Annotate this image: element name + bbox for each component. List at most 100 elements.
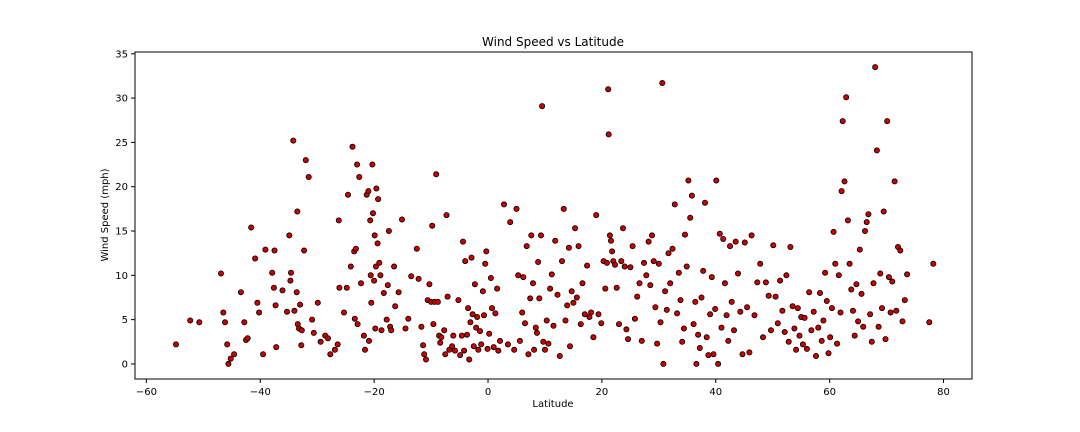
data-point bbox=[801, 314, 808, 321]
data-point bbox=[853, 281, 860, 288]
data-point bbox=[421, 351, 428, 358]
data-point bbox=[593, 212, 600, 219]
data-point bbox=[808, 327, 815, 334]
data-point bbox=[351, 315, 358, 322]
y-tick-label: 0 bbox=[122, 359, 128, 370]
data-point bbox=[698, 294, 705, 301]
data-point bbox=[649, 232, 656, 239]
data-point bbox=[196, 319, 203, 326]
data-point bbox=[336, 284, 343, 291]
x-tick-label: 20 bbox=[596, 387, 609, 398]
data-point bbox=[899, 318, 906, 325]
data-point bbox=[638, 337, 645, 344]
data-point bbox=[627, 264, 634, 271]
data-point bbox=[731, 327, 738, 334]
data-point bbox=[716, 230, 723, 237]
data-point bbox=[354, 321, 361, 328]
data-point bbox=[225, 360, 232, 367]
data-point bbox=[858, 290, 865, 297]
data-point bbox=[334, 341, 341, 348]
data-point bbox=[373, 185, 380, 192]
data-point bbox=[891, 178, 898, 185]
data-point bbox=[765, 292, 772, 299]
data-point bbox=[559, 258, 566, 265]
data-point bbox=[823, 297, 830, 304]
data-point bbox=[556, 352, 563, 359]
data-point bbox=[860, 323, 867, 330]
data-point bbox=[310, 329, 317, 336]
data-point bbox=[744, 304, 751, 311]
data-point bbox=[287, 277, 294, 284]
data-point bbox=[844, 217, 851, 224]
data-point bbox=[581, 311, 588, 318]
data-point bbox=[671, 201, 678, 208]
data-point bbox=[710, 351, 717, 358]
y-tick-label: 30 bbox=[115, 94, 128, 105]
data-point bbox=[539, 103, 546, 110]
y-tick-label: 25 bbox=[115, 138, 128, 149]
data-point bbox=[442, 351, 449, 358]
data-point bbox=[331, 346, 338, 353]
data-point bbox=[562, 317, 569, 324]
data-point bbox=[468, 254, 475, 261]
data-point bbox=[839, 118, 846, 125]
plot-area-frame bbox=[134, 51, 973, 380]
data-point bbox=[647, 282, 654, 289]
data-point bbox=[732, 238, 739, 245]
data-point bbox=[347, 263, 354, 270]
data-point bbox=[458, 332, 465, 339]
y-axis: 0 5 10 15 20 25 30 35 bbox=[115, 49, 135, 370]
data-point bbox=[270, 284, 277, 291]
data-point bbox=[868, 338, 875, 345]
data-point bbox=[473, 324, 480, 331]
data-point bbox=[629, 243, 636, 250]
data-point bbox=[683, 263, 690, 270]
data-point bbox=[573, 294, 580, 301]
data-point bbox=[695, 331, 702, 338]
data-point bbox=[369, 210, 376, 217]
data-point bbox=[478, 341, 485, 348]
data-point bbox=[455, 297, 462, 304]
data-point bbox=[471, 281, 478, 288]
data-point bbox=[463, 331, 470, 338]
data-point bbox=[482, 260, 489, 267]
data-point bbox=[663, 306, 670, 313]
data-point bbox=[806, 289, 813, 296]
data-point bbox=[712, 305, 719, 312]
data-point bbox=[830, 228, 837, 235]
data-point bbox=[542, 346, 549, 353]
x-tick-label: −60 bbox=[136, 387, 157, 398]
data-point bbox=[383, 316, 390, 323]
data-point bbox=[385, 227, 392, 234]
data-point bbox=[550, 322, 557, 329]
data-point bbox=[875, 323, 882, 330]
data-point bbox=[754, 279, 761, 286]
data-point bbox=[496, 337, 503, 344]
data-point bbox=[227, 355, 234, 362]
data-point bbox=[224, 341, 231, 348]
data-point bbox=[675, 269, 682, 276]
data-point bbox=[543, 317, 550, 324]
data-point bbox=[848, 286, 855, 293]
x-tick-label: −20 bbox=[364, 387, 385, 398]
data-point bbox=[513, 205, 520, 212]
data-point bbox=[271, 247, 278, 254]
data-point bbox=[609, 248, 616, 255]
data-point bbox=[380, 289, 387, 296]
data-point bbox=[655, 260, 662, 267]
data-point bbox=[286, 232, 293, 239]
data-point bbox=[579, 280, 586, 287]
data-point bbox=[314, 299, 321, 306]
data-point bbox=[420, 342, 427, 349]
data-point bbox=[810, 308, 817, 315]
data-point bbox=[834, 340, 841, 347]
data-point bbox=[725, 337, 732, 344]
data-point bbox=[887, 309, 894, 316]
data-point bbox=[838, 188, 845, 195]
data-point bbox=[720, 235, 727, 242]
data-point bbox=[897, 247, 904, 254]
data-point bbox=[815, 324, 822, 331]
data-point bbox=[221, 319, 228, 326]
data-point bbox=[357, 280, 364, 287]
